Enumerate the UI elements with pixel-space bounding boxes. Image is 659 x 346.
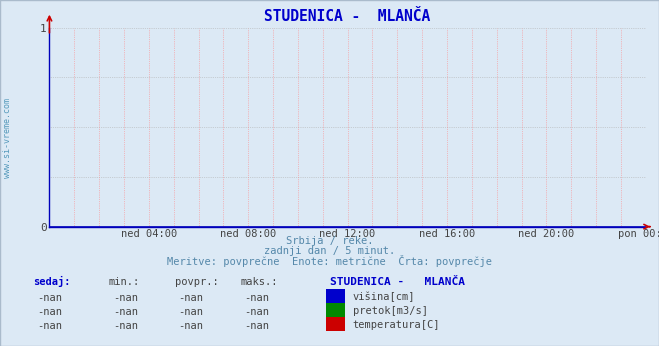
- Text: sedaj:: sedaj:: [33, 276, 71, 288]
- Text: pretok[m3/s]: pretok[m3/s]: [353, 306, 428, 316]
- Text: -nan: -nan: [179, 307, 204, 317]
- Text: -nan: -nan: [179, 293, 204, 303]
- Text: višina[cm]: višina[cm]: [353, 292, 415, 302]
- Text: povpr.:: povpr.:: [175, 277, 218, 288]
- Text: -nan: -nan: [244, 307, 270, 317]
- Text: temperatura[C]: temperatura[C]: [353, 320, 440, 330]
- Text: -nan: -nan: [113, 307, 138, 317]
- Text: www.si-vreme.com: www.si-vreme.com: [3, 98, 13, 179]
- Text: maks.:: maks.:: [241, 277, 278, 288]
- Text: -nan: -nan: [179, 321, 204, 331]
- Text: zadnji dan / 5 minut.: zadnji dan / 5 minut.: [264, 246, 395, 256]
- Text: STUDENICA -   MLANČA: STUDENICA - MLANČA: [330, 277, 465, 288]
- Text: min.:: min.:: [109, 277, 140, 288]
- Text: Meritve: povprečne  Enote: metrične  Črta: povprečje: Meritve: povprečne Enote: metrične Črta:…: [167, 255, 492, 267]
- Text: -nan: -nan: [113, 321, 138, 331]
- Title: STUDENICA -  MLANČA: STUDENICA - MLANČA: [264, 9, 431, 24]
- Text: -nan: -nan: [37, 307, 62, 317]
- Text: -nan: -nan: [37, 321, 62, 331]
- Text: -nan: -nan: [244, 321, 270, 331]
- Text: -nan: -nan: [244, 293, 270, 303]
- Text: -nan: -nan: [37, 293, 62, 303]
- Text: -nan: -nan: [113, 293, 138, 303]
- Text: Srbija / reke.: Srbija / reke.: [286, 236, 373, 246]
